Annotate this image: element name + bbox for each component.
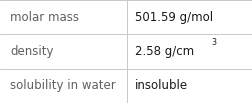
Text: 2.58 g/cm: 2.58 g/cm bbox=[135, 45, 194, 58]
Text: 3: 3 bbox=[211, 38, 216, 47]
Text: density: density bbox=[10, 45, 54, 58]
Text: solubility in water: solubility in water bbox=[10, 79, 116, 92]
Text: molar mass: molar mass bbox=[10, 11, 79, 24]
Text: 501.59 g/mol: 501.59 g/mol bbox=[135, 11, 213, 24]
Text: insoluble: insoluble bbox=[135, 79, 188, 92]
